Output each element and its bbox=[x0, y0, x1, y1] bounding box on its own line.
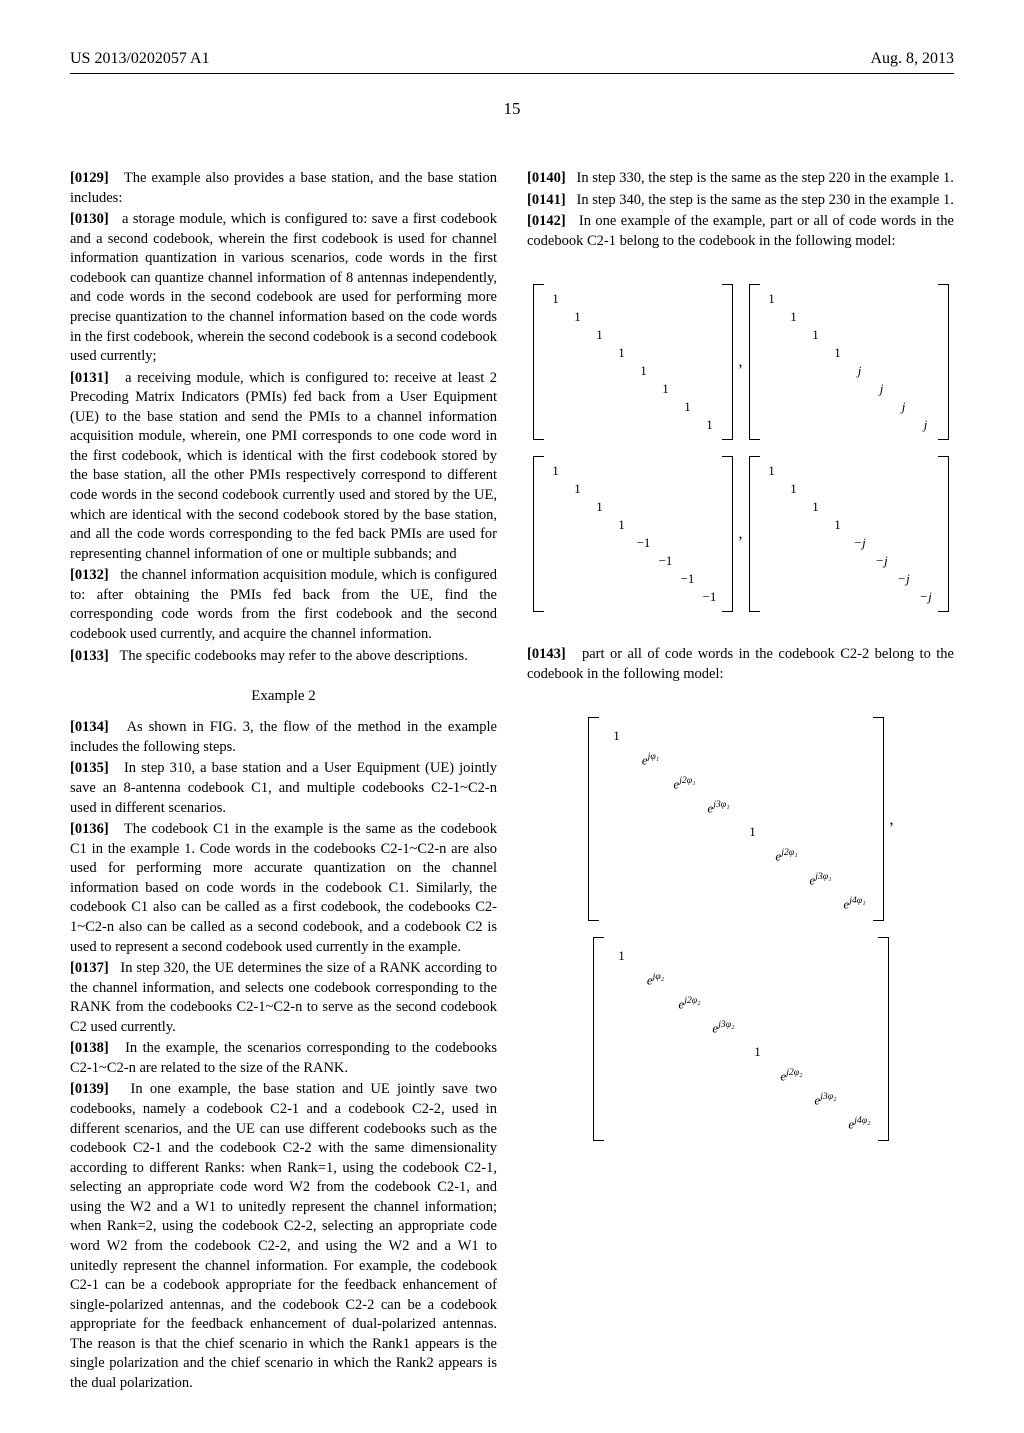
matrix-cell: ejφ₁ bbox=[642, 750, 659, 769]
matrix-cell: −j bbox=[897, 570, 909, 588]
matrix-cell: 1 bbox=[640, 362, 647, 380]
matrix-pair-4: 1 ejφ₂ ej2φ₂ ej3φ₂ 1 ej2φ₂ ej3φ₂ ej4φ₂ bbox=[593, 937, 889, 1141]
matrix-cell: 1 bbox=[618, 516, 625, 534]
matrix-cell: 1 bbox=[613, 727, 620, 745]
para-0139: [0139] In one example, the base station … bbox=[70, 1080, 497, 1393]
para-0136: [0136] The codebook C1 in the example is… bbox=[70, 820, 497, 957]
matrix-m4: 1111−j−j−j−j bbox=[749, 456, 949, 612]
matrix-pair-2: 1111−1−1−1−1 , 1111−j−j−j−j bbox=[533, 456, 949, 612]
matrix-separator: , bbox=[739, 523, 743, 545]
matrix-separator: , bbox=[890, 809, 894, 831]
matrix-cell: −j bbox=[853, 534, 865, 552]
matrix-cell: ej2φ₂ bbox=[780, 1066, 802, 1085]
matrix-block-c21: 11111111 , 1111jjjj 1111−1−1−1−1 , 1111−… bbox=[527, 276, 954, 620]
matrix-cell: 1 bbox=[574, 480, 581, 498]
matrix-cell: 1 bbox=[812, 498, 819, 516]
matrix-cell: 1 bbox=[706, 416, 713, 434]
matrix-pair-3: 1 ejφ₁ ej2φ₁ ej3φ₁ 1 ej2φ₁ ej3φ₁ ej4φ₁ , bbox=[588, 717, 894, 921]
matrix-cell: 1 bbox=[618, 344, 625, 362]
matrix-m2: 1111jjjj bbox=[749, 284, 949, 440]
matrix-cell: −j bbox=[875, 552, 887, 570]
matrix-cell: ej3φ₂ bbox=[814, 1090, 836, 1109]
matrix-cell: 1 bbox=[812, 326, 819, 344]
para-0138: [0138] In the example, the scenarios cor… bbox=[70, 1039, 497, 1078]
para-0131: [0131] a receiving module, which is conf… bbox=[70, 369, 497, 565]
matrix-cell: 1 bbox=[618, 947, 625, 965]
header-rule bbox=[70, 73, 954, 74]
matrix-cell: 1 bbox=[552, 462, 559, 480]
matrix-m1: 11111111 bbox=[533, 284, 733, 440]
para-0137: [0137] In step 320, the UE determines th… bbox=[70, 959, 497, 1037]
para-0134: [0134] As shown in FIG. 3, the flow of t… bbox=[70, 718, 497, 757]
matrix-separator: , bbox=[739, 351, 743, 373]
matrix-cell: j bbox=[858, 362, 862, 380]
matrix-cell: −1 bbox=[703, 588, 717, 606]
matrix-pair-1: 11111111 , 1111jjjj bbox=[533, 284, 949, 440]
publication-number: US 2013/0202057 A1 bbox=[70, 50, 210, 68]
matrix-m5: 1 ejφ₁ ej2φ₁ ej3φ₁ 1 ej2φ₁ ej3φ₁ ej4φ₁ bbox=[588, 717, 884, 921]
matrix-cell: ej3φ₁ bbox=[707, 798, 729, 817]
matrix-cell: 1 bbox=[834, 516, 841, 534]
matrix-cell: −1 bbox=[659, 552, 673, 570]
header-row: US 2013/0202057 A1 Aug. 8, 2013 bbox=[70, 50, 954, 68]
matrix-cell: ej4φ₁ bbox=[843, 894, 865, 913]
matrix-cell: 1 bbox=[574, 308, 581, 326]
matrix-cell: 1 bbox=[834, 344, 841, 362]
matrix-cell: 1 bbox=[768, 462, 775, 480]
matrix-cell: j bbox=[924, 416, 928, 434]
matrix-cell: 1 bbox=[754, 1043, 761, 1061]
matrix-cell: ej3φ₁ bbox=[809, 870, 831, 889]
matrix-cell: 1 bbox=[684, 398, 691, 416]
matrix-m6: 1 ejφ₂ ej2φ₂ ej3φ₂ 1 ej2φ₂ ej3φ₂ ej4φ₂ bbox=[593, 937, 889, 1141]
matrix-cell: 1 bbox=[790, 480, 797, 498]
matrix-cell: 1 bbox=[552, 290, 559, 308]
matrix-block-c22: 1 ejφ₁ ej2φ₁ ej3φ₁ 1 ej2φ₁ ej3φ₁ ej4φ₁ , 1 ejφ₂ e… bbox=[527, 709, 954, 1149]
body-columns: [0129] The example also provides a base … bbox=[70, 169, 954, 1393]
para-0133: [0133] The specific codebooks may refer … bbox=[70, 647, 497, 667]
matrix-cell: ejφ₂ bbox=[647, 970, 664, 989]
matrix-cell: ej4φ₂ bbox=[848, 1114, 870, 1133]
matrix-cell: 1 bbox=[596, 498, 603, 516]
matrix-cell: ej2φ₁ bbox=[775, 846, 797, 865]
matrix-cell: 1 bbox=[596, 326, 603, 344]
matrix-cell: 1 bbox=[749, 823, 756, 841]
publication-date: Aug. 8, 2013 bbox=[870, 50, 954, 68]
matrix-cell: 1 bbox=[768, 290, 775, 308]
matrix-cell: −j bbox=[919, 588, 931, 606]
matrix-cell: 1 bbox=[662, 380, 669, 398]
para-0132: [0132] the channel information acquisiti… bbox=[70, 566, 497, 644]
para-0143: [0143] part or all of code words in the … bbox=[527, 645, 954, 684]
matrix-cell: ej2φ₁ bbox=[673, 774, 695, 793]
matrix-m3: 1111−1−1−1−1 bbox=[533, 456, 733, 612]
matrix-cell: ej3φ₂ bbox=[712, 1018, 734, 1037]
para-0142: [0142] In one example of the example, pa… bbox=[527, 212, 954, 251]
para-0129: [0129] The example also provides a base … bbox=[70, 169, 497, 208]
matrix-cell: j bbox=[880, 380, 884, 398]
matrix-cell: −1 bbox=[637, 534, 651, 552]
para-0135: [0135] In step 310, a base station and a… bbox=[70, 759, 497, 818]
matrix-cell: ej2φ₂ bbox=[678, 994, 700, 1013]
page-number: 15 bbox=[70, 99, 954, 119]
patent-page: US 2013/0202057 A1 Aug. 8, 2013 15 [0129… bbox=[0, 0, 1024, 1433]
para-0140: [0140] In step 330, the step is the same… bbox=[527, 169, 954, 189]
example-2-heading: Example 2 bbox=[70, 686, 497, 706]
para-0141: [0141] In step 340, the step is the same… bbox=[527, 191, 954, 211]
matrix-cell: 1 bbox=[790, 308, 797, 326]
matrix-cell: −1 bbox=[681, 570, 695, 588]
matrix-cell: j bbox=[902, 398, 906, 416]
para-0130: [0130] a storage module, which is config… bbox=[70, 210, 497, 367]
